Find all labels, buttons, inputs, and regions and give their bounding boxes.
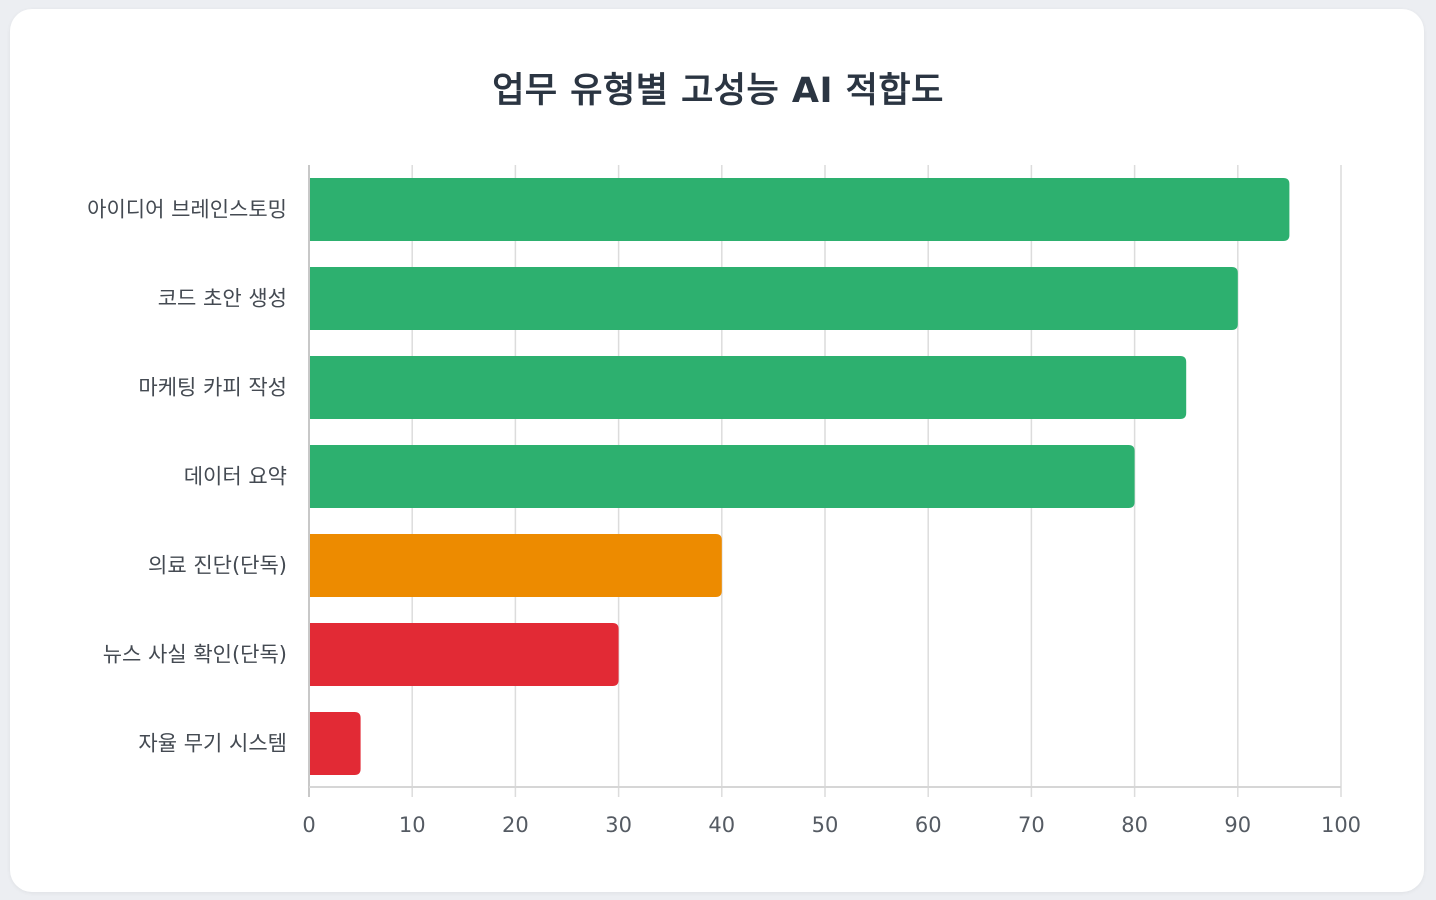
bar (309, 178, 1290, 241)
category-label: 뉴스 사실 확인(단독) (103, 643, 287, 667)
bar (309, 267, 1238, 330)
x-tick-label: 100 (1321, 813, 1361, 837)
x-tick-label: 40 (708, 813, 735, 837)
axes (308, 165, 1341, 797)
category-label: 코드 초안 생성 (158, 287, 287, 311)
x-tick-label: 10 (399, 813, 426, 837)
category-label: 아이디어 브레인스토밍 (87, 198, 287, 222)
x-tick-label: 70 (1018, 813, 1045, 837)
category-label: 의료 진단(단독) (148, 554, 287, 578)
x-tick-label: 90 (1224, 813, 1251, 837)
category-label: 자율 무기 시스템 (138, 732, 287, 756)
x-tick-label: 0 (302, 813, 315, 837)
x-tick-label: 30 (605, 813, 632, 837)
bar (309, 534, 722, 597)
x-tick-label: 80 (1121, 813, 1148, 837)
bars (309, 178, 1290, 775)
category-label: 데이터 요약 (184, 465, 287, 489)
chart-title: 업무 유형별 고성능 AI 적합도 (492, 71, 944, 111)
category-label: 마케팅 카피 작성 (138, 376, 287, 400)
bar (309, 445, 1135, 508)
x-tick-label: 60 (915, 813, 942, 837)
bar (309, 623, 619, 686)
bar (309, 712, 361, 775)
x-tick-labels: 0 10 20 30 40 50 60 70 80 90 100 (302, 813, 1361, 837)
x-tick-label: 20 (502, 813, 529, 837)
x-tick-label: 50 (812, 813, 839, 837)
bar (309, 356, 1187, 419)
